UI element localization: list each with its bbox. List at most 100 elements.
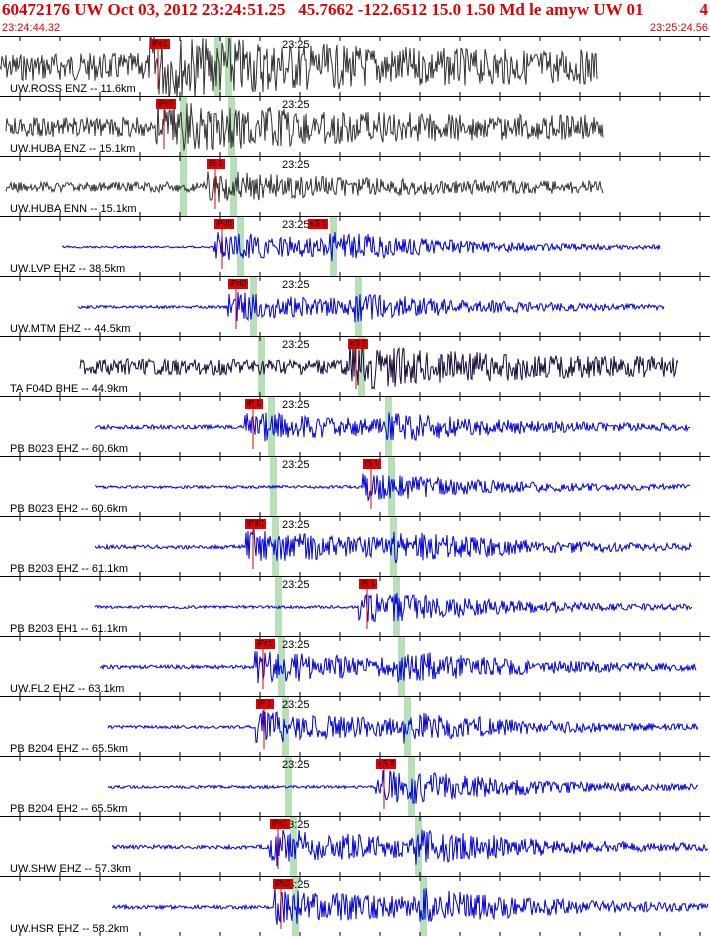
minute-label: 23:25 [282, 699, 310, 711]
phase-pick[interactable]: iPc0 [156, 99, 176, 109]
pick-window [180, 97, 187, 156]
minute-label: 23:25 [282, 459, 310, 471]
waveform [99, 651, 697, 684]
minute-label: 23:25 [282, 39, 310, 51]
phase-pick[interactable]: iPd0 [214, 219, 235, 229]
trace-row: 23:25 iPc1 UW.ROSS ENZ -- 11.6km [0, 36, 710, 96]
page-number: 4 [699, 0, 709, 19]
pick-window [237, 217, 244, 276]
minute-label: 23:25 [282, 639, 310, 651]
pick-window [268, 397, 275, 456]
waveform [5, 171, 604, 203]
waveform-plot [19, 277, 701, 336]
trace-row: 23:25 iS 1 UW.HUBA ENN -- 15.1km [0, 156, 710, 216]
waveform [77, 291, 665, 323]
trace-row: 23:25 iP 1 PB B204 EHZ -- 65.5km [0, 696, 710, 756]
phase-pick[interactable]: iP 1 [256, 699, 274, 709]
phase-pick[interactable]: eS 2 [376, 759, 397, 769]
station-label: TA F04D BHE -- 44.9km [10, 383, 128, 395]
station-label: UW.MTM EHZ -- 44.5km [10, 323, 131, 335]
minute-label: 23:25 [282, 519, 310, 531]
pick-window [250, 277, 257, 336]
pick-window [388, 457, 395, 516]
waveform [94, 412, 691, 442]
waveform-plot [5, 157, 701, 216]
waveform [94, 473, 691, 501]
waveform [107, 770, 699, 804]
trace-row: 23:25 iPd0 UW.MTM EHZ -- 44.5km [0, 276, 710, 336]
station-label: PB B023 EH2 -- 60.6km [10, 503, 128, 515]
minute-label: 23:25 [282, 399, 310, 411]
minute-label: 23:25 [282, 579, 310, 591]
end-time: 23:25:24.56 [649, 22, 708, 34]
pick-window [390, 517, 397, 576]
waveform-plot [19, 817, 709, 876]
phase-pick[interactable]: iPc1 [255, 639, 275, 649]
station-label: UW.HUBA ENN -- 15.1km [10, 203, 137, 215]
phase-pick[interactable]: iPc1 [150, 39, 170, 49]
trace-row: 23:25 eS 2 PB B204 EH2 -- 65.5km [0, 756, 710, 816]
waveform [107, 710, 699, 744]
pick-window [225, 37, 232, 96]
waveform-plot [19, 337, 701, 396]
station-label: UW.SHW EHZ -- 57.3km [10, 863, 132, 875]
trace-row: 23:25 iPd0 eS 1 UW.LVP EHZ -- 38.5km [0, 216, 710, 276]
waveform-plot [19, 637, 701, 696]
phase-pick[interactable]: iPc2 [273, 879, 293, 889]
phase-pick[interactable]: iS 1 [207, 159, 225, 169]
phase-pick[interactable]: eS 2 [348, 339, 369, 349]
trace-row: 23:25 iP 1 PB B023 EHZ -- 60.6km [0, 396, 710, 456]
phase-pick[interactable]: iP3C [245, 519, 267, 529]
phase-pick[interactable]: iP 1 [245, 399, 263, 409]
station-label: PB B203 EHZ -- 61.1km [10, 563, 128, 575]
pick-window [404, 697, 411, 756]
waveform-plot [0, 37, 701, 96]
start-time: 23:24:44.32 [2, 22, 61, 34]
minute-label: 23:25 [282, 279, 310, 291]
minute-label: 23:25 [282, 759, 310, 771]
waveform-plot [19, 397, 701, 456]
station-label: PB B203 EH1 -- 61.1km [10, 623, 128, 635]
phase-pick[interactable]: iS 1 [363, 459, 381, 469]
header: 60472176 UW Oct 03, 2012 23:24:51.25 45.… [0, 0, 710, 36]
phase-pick[interactable]: iPd0 [228, 279, 249, 289]
station-label: PB B023 EHZ -- 60.6km [10, 443, 128, 455]
trace-row: 23:25 iS 1 PB B203 EH1 -- 61.1km [0, 576, 710, 636]
phase-pick[interactable]: iS 1 [359, 579, 377, 589]
station-label: UW.FL2 EHZ -- 63.1km [10, 683, 125, 695]
pick-window [214, 37, 221, 96]
pick-window [228, 97, 235, 156]
station-label: PB B204 EHZ -- 65.5km [10, 743, 128, 755]
waveform-plot [19, 697, 701, 756]
waveform-plot [19, 577, 701, 636]
waveform [61, 232, 661, 262]
waveform-plot [19, 757, 701, 816]
minute-label: 23:25 [282, 219, 310, 231]
station-label: PB B204 EH2 -- 65.5km [10, 803, 128, 815]
waveform [5, 100, 604, 151]
waveform [111, 829, 709, 867]
trace-row: 23:25 iPc1 UW.SHW EHZ -- 57.3km [0, 816, 710, 876]
pick-window [180, 157, 187, 216]
waveform-plot [19, 457, 701, 516]
waveform [0, 37, 598, 96]
waveform-plot [5, 97, 701, 156]
trace-row: 23:25 iPc2 UW.HSR EHZ -- 58.2km [0, 876, 710, 936]
phase-pick[interactable]: eS 1 [308, 219, 329, 229]
station-label: UW.HSR EHZ -- 58.2km [10, 923, 129, 935]
waveform [94, 592, 693, 622]
event-title: 60472176 UW Oct 03, 2012 23:24:51.25 45.… [2, 0, 644, 19]
pick-window [290, 817, 297, 876]
pick-window [330, 217, 337, 276]
waveform-plot [19, 217, 701, 276]
minute-label: 23:25 [282, 159, 310, 171]
waveform [112, 887, 709, 925]
trace-row: 23:25 iPc1 UW.FL2 EHZ -- 63.1km [0, 636, 710, 696]
pick-window [355, 277, 362, 336]
minute-label: 23:25 [282, 99, 310, 111]
pick-window [292, 877, 299, 936]
minute-label: 23:25 [282, 339, 310, 351]
trace-row: 23:25 iS 1 PB B023 EH2 -- 60.6km [0, 456, 710, 516]
phase-pick[interactable]: iPc1 [270, 819, 290, 829]
pick-window [393, 577, 400, 636]
